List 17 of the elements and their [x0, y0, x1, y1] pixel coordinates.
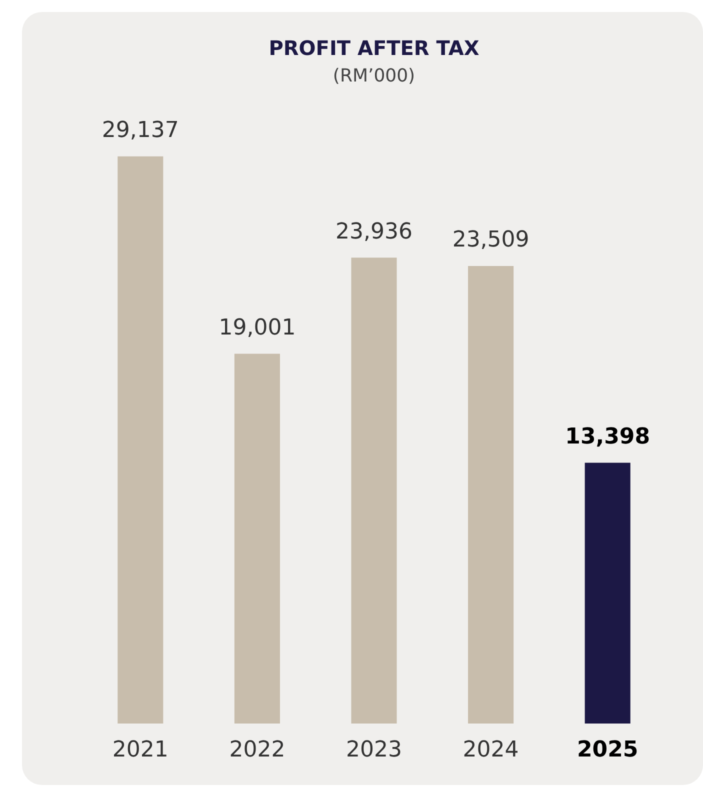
data-label: 13,398	[565, 424, 650, 450]
bar	[351, 258, 397, 724]
data-label: 29,137	[102, 118, 179, 144]
x-tick-label: 2021	[112, 738, 168, 763]
bar	[234, 354, 280, 724]
data-label: 23,936	[336, 219, 412, 244]
data-label: 23,509	[452, 228, 530, 253]
data-label: 19,001	[218, 315, 296, 340]
x-tick-label: 2025	[576, 738, 638, 763]
bar	[584, 462, 630, 724]
chart-title: PROFIT AFTER TAX	[268, 36, 480, 60]
chart-subtitle: (RM’000)	[332, 65, 416, 86]
bar	[468, 266, 514, 724]
x-tick-label: 2024	[462, 738, 519, 763]
x-tick-label: 2023	[346, 738, 402, 763]
x-tick-label: 2022	[229, 738, 286, 763]
bar	[118, 156, 164, 724]
